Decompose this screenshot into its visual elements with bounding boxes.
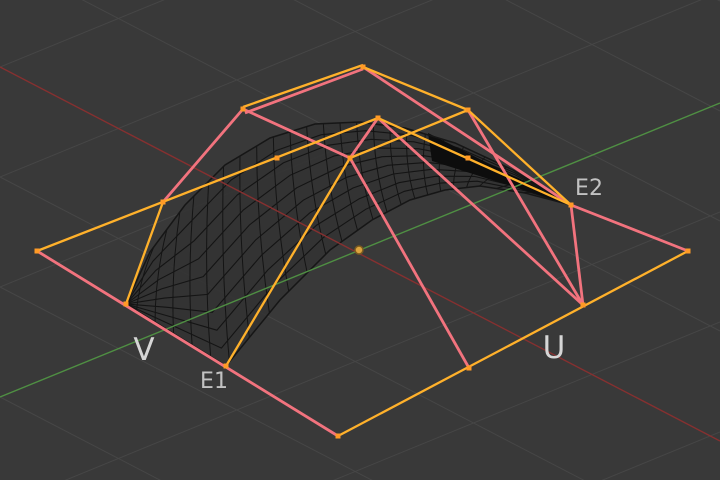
control-point[interactable]: [240, 106, 246, 112]
control-point[interactable]: [123, 301, 129, 307]
cage-wire-orange[interactable]: [124, 201, 165, 305]
control-point[interactable]: [335, 433, 341, 439]
surface-mesh-fill: [126, 122, 571, 366]
mesh-isoline: [172, 211, 181, 334]
mesh-isoline: [222, 166, 230, 362]
floor-grid-line: [293, 0, 720, 222]
mesh-isoline: [356, 122, 374, 220]
cage-wire-orange[interactable]: [362, 65, 469, 112]
control-point[interactable]: [465, 155, 471, 161]
cage-wire-orange[interactable]: [225, 157, 351, 367]
cage-wire-pink[interactable]: [377, 116, 584, 307]
control-point[interactable]: [274, 155, 280, 161]
mesh-isoline: [126, 130, 571, 305]
mesh-isoline: [239, 155, 250, 338]
label-u: U: [543, 330, 566, 366]
control-point[interactable]: [580, 302, 586, 308]
cage-wire-orange[interactable]: [467, 109, 572, 206]
mesh-isoline: [154, 229, 168, 323]
cage-wire-pink[interactable]: [466, 109, 585, 306]
cage-wire-pink[interactable]: [570, 203, 689, 253]
control-point[interactable]: [160, 199, 166, 205]
floor-grid-line: [0, 0, 434, 178]
cage-wire-pink[interactable]: [242, 107, 351, 160]
cage-wire-pink[interactable]: [348, 117, 380, 159]
label-e1: E1: [200, 369, 228, 394]
cage-wire-orange[interactable]: [242, 63, 364, 109]
mesh-isoline: [389, 125, 402, 205]
surface-edge-sliver: [428, 133, 571, 205]
cage-wire-orange[interactable]: [377, 116, 572, 207]
cage-wire-orange[interactable]: [337, 249, 689, 438]
floor-grid-line: [333, 321, 720, 480]
cage-wire-pink[interactable]: [362, 65, 572, 207]
control-point[interactable]: [465, 107, 471, 113]
cage-wire-pink[interactable]: [244, 67, 364, 115]
label-e2: E2: [575, 176, 603, 201]
control-point[interactable]: [568, 202, 574, 208]
mesh-isoline: [189, 196, 195, 346]
mesh-isoline: [322, 123, 343, 242]
floor-grid-line: [0, 176, 585, 480]
control-point[interactable]: [685, 248, 691, 254]
cage-wire-orange[interactable]: [36, 116, 379, 253]
object-origin-dot[interactable]: [354, 245, 364, 255]
cage-wire-pink[interactable]: [161, 108, 245, 203]
control-point[interactable]: [466, 365, 472, 371]
floor-grid-line: [505, 0, 720, 112]
cage-wire-pink[interactable]: [569, 204, 585, 306]
floor-grid-line: [0, 0, 165, 68]
cage-wire-orange[interactable]: [349, 108, 469, 160]
floor-grid-line: [0, 396, 161, 480]
control-point[interactable]: [223, 363, 229, 369]
cage-wire-pink[interactable]: [36, 249, 339, 438]
control-point[interactable]: [360, 64, 366, 70]
control-point[interactable]: [347, 155, 353, 161]
mesh-isoline: [126, 180, 571, 349]
mesh-isoline: [206, 181, 212, 357]
label-v: V: [133, 332, 154, 368]
control-point[interactable]: [34, 248, 40, 254]
mesh-isoline: [126, 175, 571, 331]
control-point[interactable]: [375, 115, 381, 121]
floor-grid-line: [64, 211, 720, 480]
floor-grid-line: [0, 286, 373, 480]
cage-wire-pink[interactable]: [348, 157, 471, 369]
mesh-isoline: [289, 131, 308, 273]
mesh-isoline: [306, 126, 327, 255]
labels-layer: V U E1 E2: [133, 176, 603, 394]
